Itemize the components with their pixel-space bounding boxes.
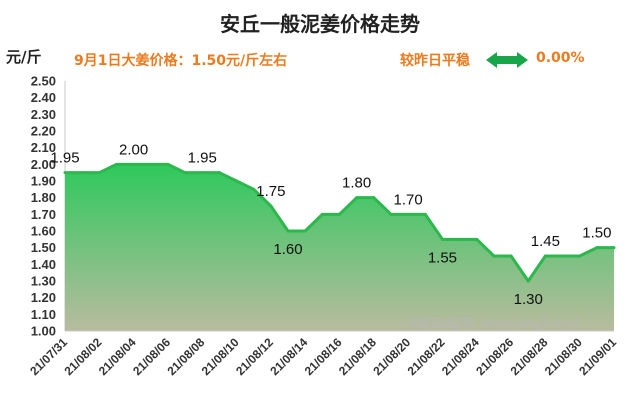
y-tick-label: 1.50 (31, 240, 56, 255)
data-point (526, 279, 530, 283)
data-label: 1.55 (428, 249, 457, 266)
data-point (578, 254, 582, 258)
data-label: 1.80 (342, 175, 371, 192)
data-point (252, 187, 256, 191)
data-point (286, 229, 290, 233)
y-tick-label: 1.70 (31, 207, 56, 222)
data-label: 1.75 (256, 183, 285, 200)
data-point (166, 162, 170, 166)
data-point (269, 204, 273, 208)
data-point (63, 171, 67, 175)
data-point (372, 196, 376, 200)
chart-title: 安丘一般泥姜价格走势 (220, 12, 420, 36)
data-point (80, 171, 84, 175)
data-point (149, 162, 153, 166)
compare-label: 较昨日平稳 (400, 53, 470, 69)
data-label: 1.50 (582, 225, 611, 242)
double-arrow-icon (486, 52, 528, 68)
data-point (235, 179, 239, 183)
data-point (492, 254, 496, 258)
data-point (612, 246, 616, 250)
data-point (389, 212, 393, 216)
data-point (200, 171, 204, 175)
y-tick-label: 1.20 (31, 290, 56, 305)
data-point (132, 162, 136, 166)
data-point (406, 212, 410, 216)
data-label: 1.45 (531, 233, 560, 250)
y-tick-label: 2.50 (31, 74, 56, 89)
data-point (561, 254, 565, 258)
data-point (423, 212, 427, 216)
y-axis: 1.00 1.10 1.201.30 1.40 1.501.60 1.70 1.801.90… (31, 74, 66, 339)
y-tick-label: 2.20 (31, 124, 56, 139)
data-point (338, 212, 341, 216)
data-point (440, 237, 444, 241)
data-label: 1.30 (514, 291, 543, 308)
y-tick-label: 1.00 (31, 324, 56, 339)
x-tick-label: 21/09/01 (576, 335, 619, 378)
data-label: 1.60 (273, 241, 302, 258)
data-point (475, 237, 479, 241)
price-note: 9月1日大姜价格：1.50元/斤左右 (74, 53, 288, 69)
data-point (458, 237, 462, 241)
data-point (595, 246, 599, 250)
y-tick-label: 2.00 (31, 157, 56, 172)
data-label: 1.95 (50, 150, 79, 167)
data-labels: 1.95 2.00 1.95 1.75 1.60 1.80 1.70 1.55 1.30 1.45… (50, 141, 611, 308)
y-tick-label: 2.30 (31, 107, 56, 122)
data-label: 1.95 (188, 150, 217, 167)
change-percent: 0.00% (536, 50, 585, 66)
data-point (543, 254, 547, 258)
data-point (97, 171, 101, 175)
y-tick-label: 1.90 (31, 174, 56, 189)
area-fill (65, 164, 614, 331)
data-point (355, 196, 359, 200)
data-point (217, 171, 221, 175)
data-point (303, 229, 307, 233)
y-tick-label: 2.10 (31, 140, 56, 155)
y-tick-label: 1.80 (31, 190, 56, 205)
y-tick-label: 2.40 (31, 90, 56, 105)
x-axis: 21/07/3121/08/0221/08/0421/08/0621/08/08… (27, 330, 619, 378)
area-series (63, 162, 616, 331)
y-tick-label: 1.10 (31, 307, 56, 322)
data-point (114, 162, 118, 166)
data-label: 1.70 (394, 191, 423, 208)
data-label: 2.00 (119, 141, 148, 158)
unit-label: 元/斤 (6, 48, 42, 66)
y-tick-label: 1.60 (31, 224, 56, 239)
data-point (183, 171, 187, 175)
data-point (509, 254, 513, 258)
watermark: 中国姜网监制（www.jiang7.com） (408, 316, 586, 330)
y-tick-label: 1.40 (31, 257, 56, 272)
y-tick-label: 1.30 (31, 274, 56, 289)
data-point (320, 212, 324, 216)
